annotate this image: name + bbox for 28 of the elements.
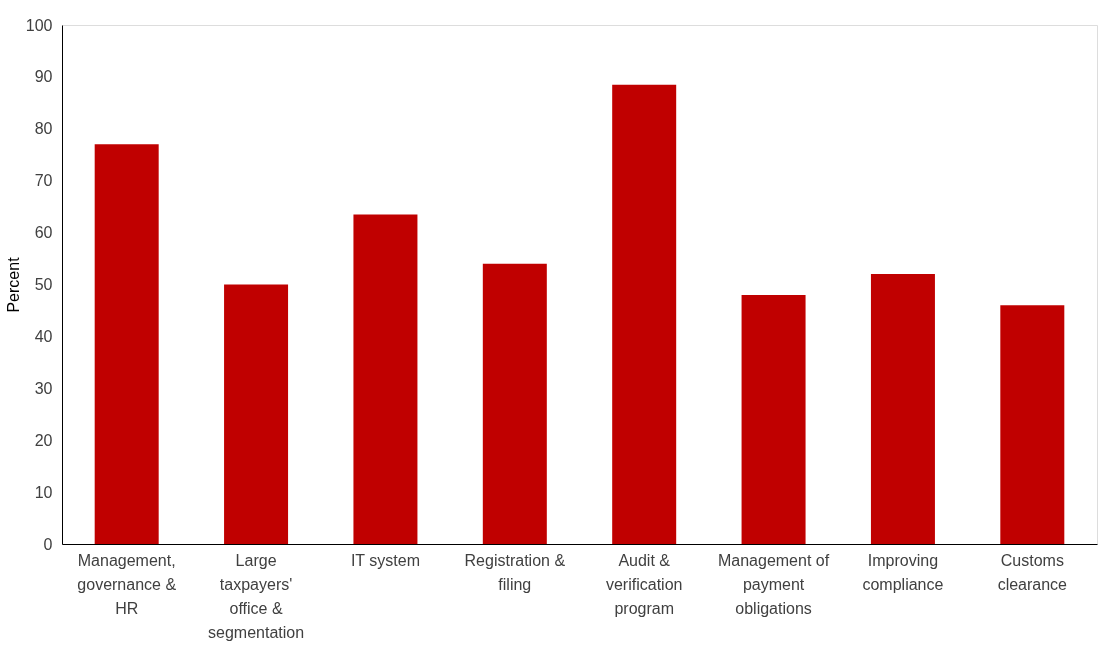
y-tick-label: 0 <box>43 535 53 553</box>
y-tick-label: 60 <box>34 224 53 242</box>
x-tick-label: Customs clearance <box>997 551 1068 593</box>
x-tick-label: Management, governance & HR <box>77 551 177 617</box>
y-tick-label: 70 <box>34 172 53 190</box>
x-tick-label: Large taxpayers' office & segmentation <box>208 551 305 641</box>
x-tick-label: IT system <box>350 551 420 569</box>
x-tick-label: Management of payment obligations <box>717 551 830 617</box>
y-axis-title: Percent <box>4 256 22 313</box>
x-tick-label: Audit & verification program <box>605 551 683 617</box>
bar <box>94 144 159 544</box>
y-tick-label: 10 <box>34 483 53 501</box>
y-tick-label: 30 <box>34 379 53 397</box>
bar <box>1000 305 1065 544</box>
y-tick-label: 90 <box>34 68 53 86</box>
bar <box>482 263 547 544</box>
x-tick-label: Improving compliance <box>862 551 944 593</box>
y-tick-label: 20 <box>34 431 53 449</box>
y-tick-label: 40 <box>34 327 53 345</box>
bar <box>870 274 935 544</box>
bar <box>612 84 677 544</box>
bar <box>353 214 418 544</box>
x-tick-label: Registration & filing <box>464 551 566 593</box>
bar <box>224 284 289 544</box>
y-tick-label: 50 <box>34 276 53 293</box>
bar <box>741 294 806 544</box>
y-tick-label: 80 <box>34 120 53 138</box>
y-tick-label: 100 <box>25 16 53 34</box>
